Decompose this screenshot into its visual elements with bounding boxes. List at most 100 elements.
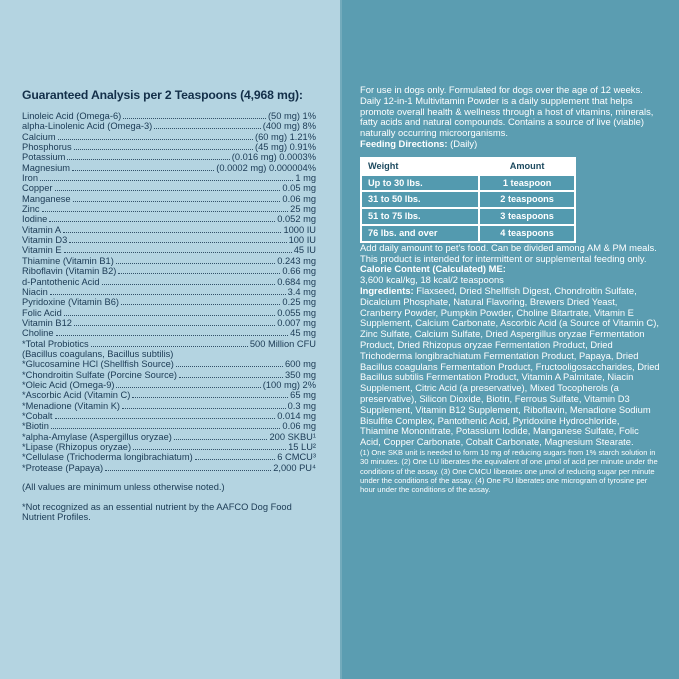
aafco-note: *Not recognized as an essential nutrient… (22, 501, 292, 523)
nutrient-name: *Menadione (Vitamin K) (22, 400, 121, 411)
analysis-row: *Cellulase (Trichoderma longibrachiatum)… (22, 452, 316, 462)
nutrient-value: 25 mg (290, 204, 316, 215)
dot-leader (105, 469, 272, 471)
analysis-row: *Protease (Papaya) 2,000 PU⁴ (22, 463, 316, 473)
nutrient-name: d-Pantothenic Acid (22, 276, 100, 287)
nutrient-name: Vitamin A (22, 224, 62, 235)
nutrient-value: 0.05 mg (282, 183, 316, 194)
nutrient-name: Magnesium (22, 162, 71, 173)
nutrient-value: 0.243 mg (277, 255, 316, 266)
nutrient-name: Iodine (22, 214, 48, 225)
feeding-directions-daily: (Daily) (447, 137, 478, 149)
nutrient-name: *Cellulase (Trichoderma longibrachiatum) (22, 452, 193, 463)
dot-leader (194, 459, 276, 461)
dot-leader (73, 324, 276, 326)
feeding-table-header-amount: Amount (478, 156, 576, 176)
dot-leader (173, 438, 268, 440)
feeding-table-row: Up to 30 lbs. 1 teaspoon (359, 173, 576, 193)
intermittent-feeding-note: This product is intended for intermitten… (360, 252, 647, 264)
nutrient-name: *Oleic Acid (Omega-9) (22, 379, 115, 390)
add-daily-note: Add daily amount to pet's food. Can be d… (360, 241, 657, 253)
analysis-row: alpha-Linolenic Acid (Omega-3) (400 mg) 8… (22, 121, 316, 131)
dot-leader (69, 242, 287, 244)
nutrient-name: Calcium (22, 131, 56, 142)
dot-leader (175, 366, 283, 368)
analysis-row: Thiamine (Vitamin B1) 0.243 mg (22, 256, 316, 266)
nutrient-value: 0.055 mg (277, 307, 316, 318)
analysis-row: Iron 1 mg (22, 173, 316, 183)
feeding-directions-heading: Feeding Directions: (Daily) (360, 137, 660, 150)
nutrient-name: Vitamin E (22, 245, 62, 256)
nutrient-value: 100 IU (288, 235, 316, 246)
nutrient-name: (Bacillus coagulans, Bacillus subtilis) (22, 348, 174, 359)
nutrient-value: (45 mg) 0.91% (255, 142, 316, 153)
weight-cell: Up to 30 lbs. (359, 173, 481, 193)
calorie-content-value: 3,600 kcal/kg, 18 kcal/2 teaspoons (360, 274, 504, 286)
calorie-content-heading: Calorie Content (Calculated) ME: (360, 263, 506, 275)
nutrient-value: 6 CMCU³ (277, 452, 316, 463)
nutrient-name: Copper (22, 183, 53, 194)
nutrient-name: *Biotin (22, 421, 49, 432)
nutrient-value: 350 mg (284, 369, 316, 380)
feeding-directions-label: Feeding Directions: (360, 137, 448, 149)
nutrient-value: 0.007 mg (277, 317, 316, 328)
dot-leader (73, 149, 254, 151)
nutrient-name: *Lipase (Rhizopus oryzae) (22, 442, 132, 452)
dot-leader (122, 407, 286, 409)
dot-leader (154, 128, 261, 130)
nutrient-value: 0.06 mg (282, 421, 316, 432)
weight-cell: 51 to 75 lbs. (359, 207, 481, 226)
dot-leader (115, 262, 276, 264)
analysis-row: *Oleic Acid (Omega-9) (100 mg) 2% (22, 380, 316, 390)
nutrient-value: 1000 IU (283, 224, 316, 235)
nutrient-name: *Cobalt (22, 410, 53, 421)
analysis-row: *Chondroitin Sulfate (Porcine Source) 350… (22, 370, 316, 380)
dot-leader (50, 428, 281, 430)
nutrient-value: 2,000 PU⁴ (273, 462, 316, 473)
dot-leader (63, 314, 276, 316)
analysis-row: Zinc 25 mg (22, 204, 316, 214)
dot-leader (101, 283, 276, 285)
analysis-row: (Bacillus coagulans, Bacillus subtilis) (22, 349, 316, 359)
dot-leader (72, 200, 281, 202)
dot-leader (118, 273, 281, 275)
analysis-row: Vitamin E 45 IU (22, 245, 316, 255)
nutrient-value: 0.052 mg (277, 214, 316, 225)
ingredients-label: Ingredients: (360, 284, 414, 296)
feeding-table-header-row: Weight Amount (359, 156, 576, 176)
nutrient-name: Phosphorus (22, 142, 72, 153)
dot-leader (132, 397, 289, 399)
nutrient-name: Folic Acid (22, 307, 62, 318)
nutrient-name: Thiamine (Vitamin B1) (22, 255, 114, 266)
dot-leader (55, 335, 289, 337)
nutrient-value: 1 mg (295, 173, 316, 184)
nutrient-value: 45 IU (293, 245, 316, 256)
ingredients-text: Flaxseed, Dried Shellfish Digest, Chondr… (360, 284, 660, 448)
nutrient-name: Riboflavin (Vitamin B2) (22, 266, 117, 277)
analysis-row: *Glucosamine HCl (Shellfish Source) 600 m… (22, 359, 316, 369)
nutrient-name: *Glucosamine HCl (Shellfish Source) (22, 359, 174, 370)
nutrient-name: Vitamin B12 (22, 317, 72, 328)
values-minimum-note: (All values are minimum unless otherwise… (22, 482, 225, 493)
analysis-row: *Lipase (Rhizopus oryzae) 15 LU² (22, 442, 316, 452)
nutrient-name: Pyridoxine (Vitamin B6) (22, 297, 119, 308)
analysis-row: Riboflavin (Vitamin B2) 0.66 mg (22, 266, 316, 276)
dot-leader (54, 190, 281, 192)
dot-leader (133, 449, 287, 450)
nutrient-name: *Chondroitin Sulfate (Porcine Source) (22, 369, 178, 380)
nutrient-name: Linoleic Acid (Omega-6) (22, 111, 122, 121)
analysis-row: Vitamin A 1000 IU (22, 225, 316, 235)
analysis-row: Pyridoxine (Vitamin B6) 0.25 mg (22, 297, 316, 307)
analysis-row: *Ascorbic Acid (Vitamin C) 65 mg (22, 390, 316, 400)
nutrient-value: 500 Million CFU (249, 338, 316, 349)
analysis-row: Vitamin D3 100 IU (22, 235, 316, 245)
usage-intro: For use in dogs only. Formulated for dog… (360, 84, 654, 139)
dot-leader (63, 252, 292, 254)
analysis-row: Phosphorus (45 mg) 0.91% (22, 142, 316, 152)
analysis-row: *Menadione (Vitamin K) 0.3 mg (22, 401, 316, 411)
nutrient-name: Niacin (22, 286, 48, 297)
feeding-table-header-weight: Weight (359, 156, 481, 176)
nutrient-value: 15 LU² (288, 442, 316, 452)
dot-leader (120, 304, 281, 306)
nutrient-value: (50 mg) 1% (267, 111, 316, 121)
